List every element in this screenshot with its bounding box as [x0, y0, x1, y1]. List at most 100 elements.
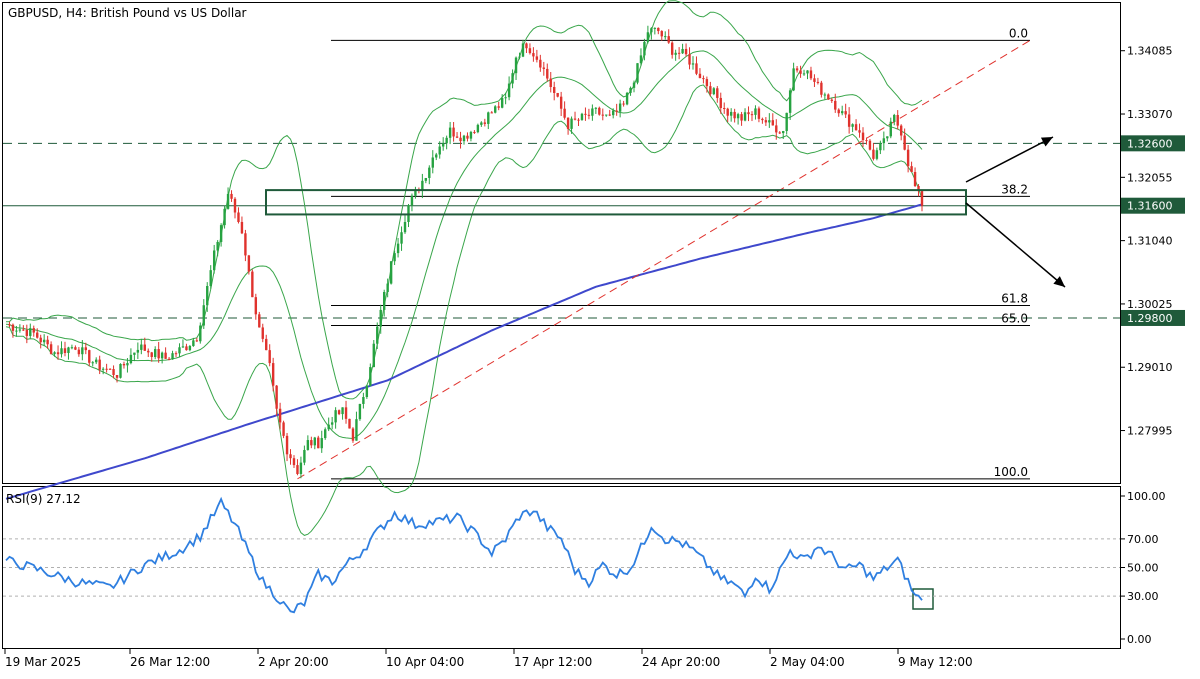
- candle-body: [674, 52, 677, 55]
- candle-body: [147, 350, 150, 353]
- bollinger-upper: [5, 0, 923, 400]
- candle-body: [847, 114, 851, 127]
- candle-body: [667, 36, 670, 43]
- candle: [539, 54, 542, 72]
- candle: [448, 121, 452, 145]
- candle: [167, 357, 171, 361]
- time-tick-label: 26 Mar 12:00: [130, 655, 210, 669]
- candle: [25, 324, 29, 344]
- candle-body: [303, 449, 306, 463]
- candle-body: [60, 348, 63, 355]
- candle: [261, 323, 264, 343]
- candle: [136, 342, 140, 359]
- candle: [785, 112, 788, 135]
- candle-body: [858, 130, 861, 133]
- candle-body: [695, 63, 698, 74]
- candle-body: [212, 250, 216, 271]
- candle-body: [313, 437, 317, 446]
- candle: [212, 244, 216, 274]
- candle-body: [22, 329, 25, 331]
- candle-body: [657, 27, 660, 32]
- candle: [497, 101, 500, 111]
- candle: [858, 123, 861, 138]
- candle: [178, 343, 181, 358]
- candle: [500, 94, 504, 109]
- candle-body: [119, 363, 122, 378]
- candle: [570, 116, 573, 134]
- candle-body: [868, 140, 872, 150]
- bollinger-bands-layer: [5, 0, 923, 536]
- chart-title: GBPUSD, H4: British Pound vs US Dollar: [8, 6, 247, 20]
- moving-average-layer: [5, 203, 923, 500]
- candle-body: [698, 73, 702, 79]
- price-tick-label: 1.33070: [1127, 108, 1173, 121]
- candle: [389, 261, 393, 285]
- candle: [601, 108, 604, 121]
- candle: [407, 203, 410, 228]
- candle: [573, 111, 577, 121]
- candle-body: [823, 94, 827, 96]
- candle-body: [854, 124, 858, 131]
- price-label-bg: [1121, 135, 1185, 152]
- candle: [768, 113, 771, 128]
- candle: [920, 190, 924, 212]
- candle: [827, 93, 830, 100]
- candle-body: [514, 57, 518, 74]
- candle-body: [729, 111, 733, 116]
- candle-body: [292, 458, 296, 466]
- candle: [219, 223, 223, 247]
- candle: [275, 385, 278, 416]
- candle-body: [799, 70, 802, 74]
- candle-body: [483, 122, 487, 124]
- candle-body: [317, 437, 320, 449]
- candle-body: [70, 347, 74, 349]
- candles-layer: [8, 25, 924, 479]
- arrows-layer: [965, 136, 1066, 288]
- price-label-1.29800: 1.29800: [1127, 312, 1173, 325]
- candle: [46, 335, 49, 349]
- candle-body: [278, 408, 282, 423]
- candle: [455, 132, 459, 139]
- candle: [56, 345, 60, 360]
- candle-body: [844, 111, 847, 115]
- candle: [278, 402, 282, 430]
- candle: [684, 43, 688, 57]
- candle-body: [153, 349, 157, 357]
- candle: [681, 43, 684, 55]
- candle: [310, 436, 313, 449]
- candle: [476, 123, 480, 134]
- candle: [452, 122, 455, 142]
- candle-body: [750, 114, 754, 116]
- candle: [882, 131, 886, 151]
- candle: [81, 340, 84, 361]
- candle: [438, 141, 441, 159]
- candle-body: [490, 112, 493, 114]
- candle-body: [84, 347, 88, 351]
- candle-body: [91, 362, 94, 364]
- candle: [643, 38, 646, 61]
- candle-body: [677, 52, 681, 54]
- candle-body: [32, 328, 35, 333]
- candle-body: [424, 177, 428, 181]
- candle-body: [691, 63, 695, 65]
- candle-body: [306, 440, 310, 450]
- candle-body: [507, 83, 511, 98]
- candle: [788, 88, 792, 120]
- candle-body: [133, 352, 136, 355]
- candle-body: [476, 124, 480, 133]
- candle-body: [681, 48, 684, 54]
- candle-body: [757, 108, 761, 119]
- candle: [535, 49, 539, 63]
- arrow-up-head: [1040, 137, 1053, 147]
- candle: [77, 347, 81, 357]
- candle-body: [906, 149, 910, 167]
- candle: [8, 321, 11, 328]
- candle: [802, 69, 806, 76]
- candle: [216, 240, 219, 257]
- candle: [896, 110, 899, 130]
- candle: [792, 62, 795, 92]
- candle-body: [327, 424, 330, 430]
- candle-body: [601, 114, 604, 116]
- candle-body: [643, 41, 646, 56]
- candle: [15, 325, 18, 337]
